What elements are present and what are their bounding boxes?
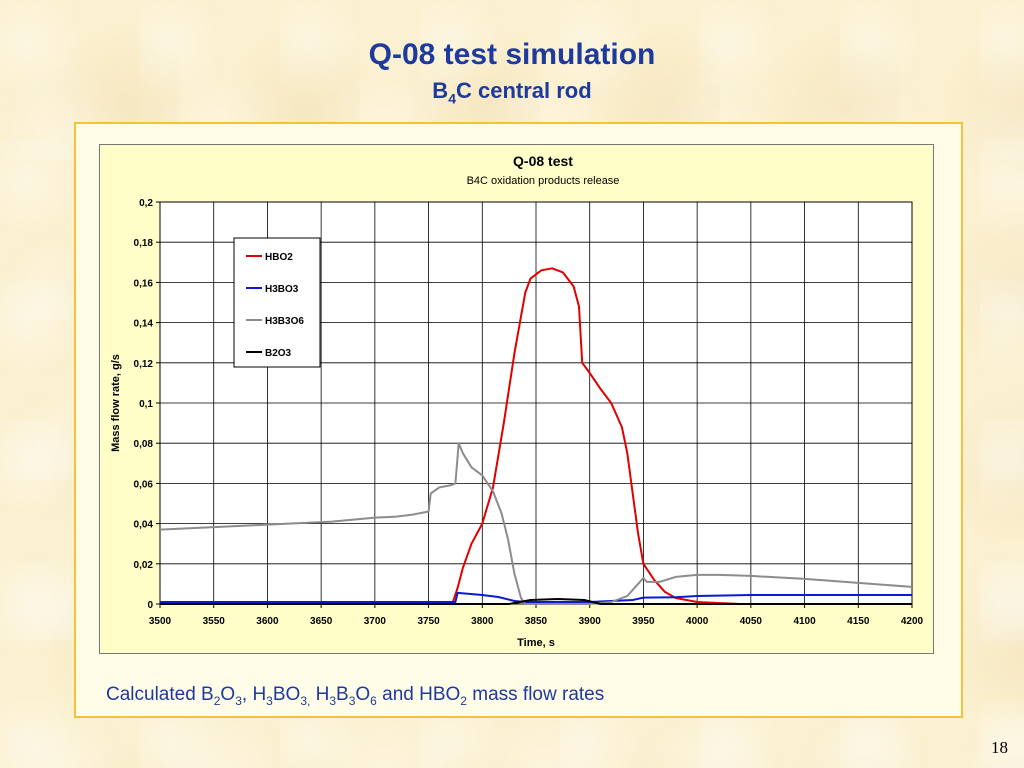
y-tick-label: 0,2 [139, 198, 153, 209]
y-tick-label: 0,14 [134, 319, 154, 330]
y-tick-label: 0,02 [134, 560, 154, 571]
series-line-hbo2 [160, 267, 912, 605]
legend-box [233, 237, 321, 368]
y-axis-label: Mass flow rate, g/s [110, 354, 122, 452]
x-tick-label: 3950 [632, 616, 655, 627]
y-axis: 0 0,02 0,04 0,06 0,08 0,1 0,12 0,14 0,16 0,18 0,2 [134, 198, 160, 611]
y-tick-label: 0,1 [139, 399, 153, 410]
x-tick-label: 3700 [364, 616, 387, 627]
series-line-h3bo3 [160, 591, 912, 603]
chart-title: Q-08 test [513, 153, 573, 169]
series-line-h3b3o6 [159, 442, 913, 605]
x-tick-label: 4200 [901, 616, 924, 627]
x-axis-label: Time, s [517, 637, 555, 649]
slide-caption: Calculated B2O3, H3BO3, H3B3O6 and HBO2 … [106, 684, 605, 708]
x-tick-label: 4100 [793, 616, 816, 627]
y-tick-label: 0,08 [134, 439, 154, 450]
y-tick-label: 0 [147, 600, 153, 611]
x-tick-label: 3850 [525, 616, 548, 627]
slide-title: Q-08 test simulation [368, 38, 656, 71]
y-tick-label: 0,06 [134, 479, 154, 490]
x-tick-label: 4050 [740, 616, 763, 627]
chart-subtitle: B4C oxidation products release [467, 175, 620, 187]
y-tick-label: 0,12 [134, 359, 154, 370]
x-tick-label: 4150 [847, 616, 870, 627]
slide-subtitle: B4C central rod [432, 78, 592, 107]
y-tick-label: 0,04 [134, 520, 154, 531]
legend-label: B2O3 [265, 348, 292, 359]
x-tick-label: 4000 [686, 616, 709, 627]
series-group [159, 267, 913, 605]
y-tick-label: 0,16 [134, 278, 154, 289]
x-tick-label: 3600 [256, 616, 279, 627]
series-line-b2o3 [160, 598, 912, 605]
page-number: 18 [991, 738, 1008, 757]
x-tick-label: 3900 [579, 616, 602, 627]
x-tick-label: 3750 [417, 616, 440, 627]
y-tick-label: 0,18 [134, 238, 154, 249]
legend: HBO2 H3BO3 H3B3O6 B2O3 [233, 237, 321, 368]
legend-label: HBO2 [265, 252, 293, 263]
x-tick-label: 3500 [149, 616, 172, 627]
x-axis: 3500 3550 3600 3650 3700 3750 3800 3850 3900 3950… [149, 604, 924, 627]
legend-label: H3B3O6 [265, 316, 304, 327]
x-tick-label: 3800 [471, 616, 494, 627]
x-tick-label: 3650 [310, 616, 333, 627]
legend-label: H3BO3 [265, 284, 299, 295]
x-tick-label: 3550 [203, 616, 226, 627]
